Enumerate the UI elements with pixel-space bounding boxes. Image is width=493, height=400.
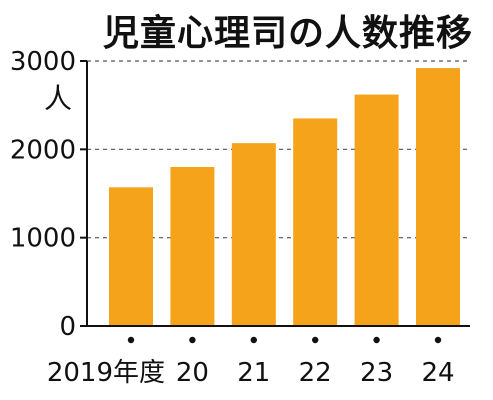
x-tick-dot xyxy=(434,336,442,344)
bar xyxy=(170,167,215,326)
chart-title: 児童心理司の人数推移 xyxy=(103,13,474,54)
bar xyxy=(293,118,338,327)
bars-layer xyxy=(109,68,460,327)
y-tick-labels: 0 1000 2000 3000 xyxy=(10,47,87,342)
x-tick-dot xyxy=(373,336,380,344)
x-tick-label: 23 xyxy=(360,358,393,388)
x-tick-label: 20 xyxy=(176,358,209,388)
bar xyxy=(416,68,460,327)
x-tick-dot xyxy=(250,336,257,344)
bar xyxy=(354,94,399,326)
bar xyxy=(231,143,276,326)
x-tick-dot xyxy=(189,336,196,344)
x-tick-label: 21 xyxy=(237,358,270,388)
y-tick-label: 3000 xyxy=(10,47,76,77)
x-tick-label: 2019年度 xyxy=(47,358,165,388)
y-tick-label: 2000 xyxy=(10,135,76,165)
x-tick-dot xyxy=(127,336,135,344)
y-tick-label: 0 xyxy=(59,312,76,342)
x-tick-label: 22 xyxy=(299,358,332,388)
x-tick-dot xyxy=(312,336,319,344)
y-axis-unit: 人 xyxy=(44,82,72,115)
x-tick-label: 24 xyxy=(421,358,454,388)
x-tick-labels: 2019年度 20 21 22 23 24 xyxy=(47,336,455,388)
bar xyxy=(109,187,153,326)
y-tick-label: 1000 xyxy=(10,224,76,254)
